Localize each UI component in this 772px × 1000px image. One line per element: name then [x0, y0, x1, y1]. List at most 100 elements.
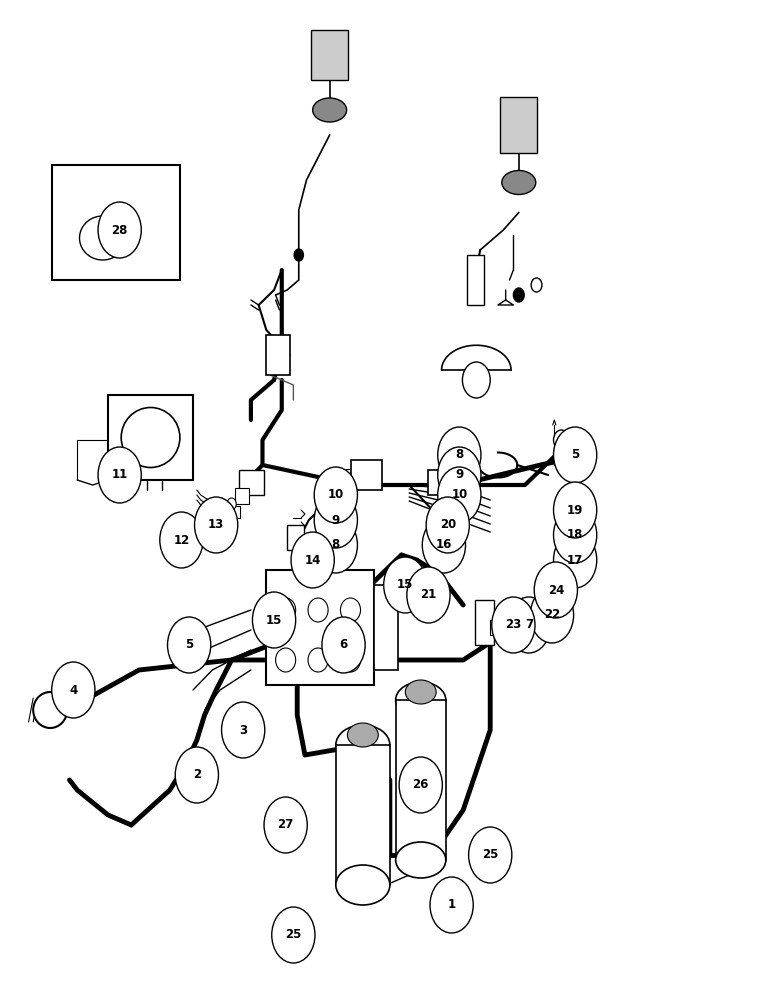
Circle shape: [554, 482, 597, 538]
Circle shape: [399, 757, 442, 813]
Circle shape: [407, 567, 450, 623]
Text: 22: 22: [543, 608, 560, 621]
Ellipse shape: [294, 249, 303, 261]
Text: 6: 6: [340, 639, 347, 652]
Text: 13: 13: [208, 518, 225, 532]
Bar: [239, 470, 264, 495]
Text: 8: 8: [455, 448, 463, 462]
Ellipse shape: [227, 498, 236, 510]
Text: 25: 25: [482, 848, 499, 861]
Circle shape: [322, 617, 365, 673]
Text: 27: 27: [277, 818, 294, 832]
Text: 24: 24: [547, 584, 564, 596]
Text: 10: 10: [451, 488, 468, 502]
Circle shape: [264, 797, 307, 853]
Circle shape: [430, 877, 473, 933]
Circle shape: [492, 597, 535, 653]
Text: 18: 18: [567, 528, 584, 542]
Text: 1: 1: [448, 898, 455, 912]
Circle shape: [222, 702, 265, 758]
Text: 9: 9: [455, 468, 463, 482]
Ellipse shape: [396, 682, 446, 718]
Ellipse shape: [554, 430, 569, 450]
Ellipse shape: [308, 598, 328, 622]
Bar: [336, 745, 390, 885]
Ellipse shape: [531, 278, 542, 292]
Text: 23: 23: [505, 618, 522, 632]
Bar: [287, 525, 304, 550]
Text: 5: 5: [571, 448, 579, 462]
Text: 10: 10: [327, 488, 344, 502]
Ellipse shape: [462, 362, 490, 398]
Bar: [266, 570, 374, 685]
Circle shape: [554, 507, 597, 563]
Ellipse shape: [502, 170, 536, 194]
Circle shape: [160, 512, 203, 568]
Circle shape: [438, 467, 481, 523]
Ellipse shape: [340, 598, 361, 622]
Text: 5: 5: [185, 639, 193, 652]
Text: 3: 3: [239, 724, 247, 736]
Circle shape: [252, 592, 296, 648]
Circle shape: [314, 492, 357, 548]
Circle shape: [384, 557, 427, 613]
Text: 8: 8: [332, 538, 340, 552]
Text: 17: 17: [567, 554, 584, 566]
Bar: [374, 585, 398, 670]
Circle shape: [438, 427, 481, 483]
Circle shape: [168, 617, 211, 673]
Circle shape: [314, 467, 357, 523]
Bar: [428, 470, 452, 495]
Circle shape: [530, 587, 574, 643]
Text: 25: 25: [285, 928, 302, 942]
Ellipse shape: [340, 648, 361, 672]
Bar: [108, 395, 193, 480]
Ellipse shape: [405, 680, 436, 704]
Circle shape: [98, 202, 141, 258]
Circle shape: [291, 532, 334, 588]
Ellipse shape: [336, 865, 390, 905]
Bar: [351, 460, 382, 490]
Ellipse shape: [396, 842, 446, 878]
Circle shape: [175, 747, 218, 803]
Ellipse shape: [347, 723, 378, 747]
Circle shape: [507, 597, 550, 653]
Ellipse shape: [276, 598, 296, 622]
Circle shape: [195, 497, 238, 553]
Bar: [228, 506, 240, 518]
Text: 12: 12: [173, 534, 190, 546]
Text: 14: 14: [304, 554, 321, 566]
Text: 9: 9: [332, 514, 340, 526]
Text: 15: 15: [266, 613, 283, 626]
Ellipse shape: [121, 408, 180, 468]
Circle shape: [52, 662, 95, 718]
Text: 16: 16: [435, 538, 452, 552]
Ellipse shape: [276, 648, 296, 672]
Circle shape: [314, 517, 357, 573]
Text: 7: 7: [525, 618, 533, 632]
Bar: [396, 700, 446, 860]
Circle shape: [272, 907, 315, 963]
Ellipse shape: [513, 288, 524, 302]
Bar: [490, 620, 499, 635]
Bar: [52, 165, 180, 280]
Circle shape: [98, 447, 141, 503]
Bar: [475, 600, 494, 645]
Ellipse shape: [33, 692, 67, 728]
Text: 11: 11: [111, 468, 128, 482]
Text: 4: 4: [69, 684, 77, 696]
Circle shape: [426, 497, 469, 553]
Bar: [235, 488, 249, 504]
Ellipse shape: [313, 98, 347, 122]
Bar: [266, 335, 290, 375]
Text: 21: 21: [420, 588, 437, 601]
Circle shape: [534, 562, 577, 618]
Bar: [467, 255, 484, 305]
Circle shape: [554, 427, 597, 483]
Bar: [554, 447, 568, 465]
Bar: [500, 98, 537, 152]
Text: 19: 19: [567, 504, 584, 516]
Circle shape: [554, 532, 597, 588]
Ellipse shape: [336, 725, 390, 765]
Ellipse shape: [308, 648, 328, 672]
